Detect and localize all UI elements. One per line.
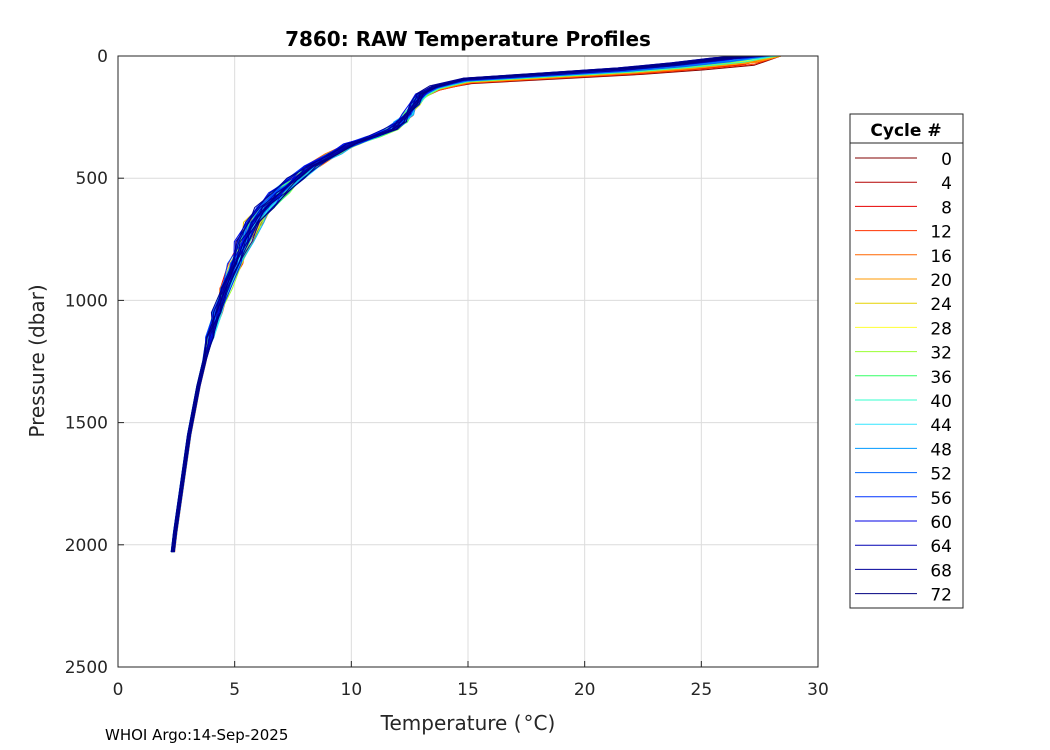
legend-title: Cycle #: [870, 121, 941, 141]
x-tick-label: 0: [113, 680, 124, 700]
y-tick-label: 500: [76, 169, 108, 189]
y-tick-label: 0: [97, 47, 108, 67]
x-axis-label: Temperature (°C): [380, 711, 556, 735]
legend-label: 28: [930, 319, 952, 339]
x-tick-label: 30: [807, 680, 829, 700]
y-tick-label: 2000: [65, 536, 108, 556]
legend-label: 44: [930, 416, 952, 436]
credit-text: WHOI Argo:14-Sep-2025: [105, 726, 288, 744]
legend-label: 56: [930, 489, 952, 509]
x-axis-label-unit: °C): [524, 711, 556, 735]
legend-box: [849, 113, 964, 609]
legend-label: 8: [941, 198, 952, 218]
x-tick-label: 25: [691, 680, 713, 700]
x-tick-label: 20: [574, 680, 596, 700]
temperature-profiles: [170, 55, 781, 553]
legend-label: 4: [941, 174, 952, 194]
legend-label: 48: [930, 440, 952, 460]
x-tick-label: 15: [457, 680, 479, 700]
y-axis-label: Pressure (dbar): [25, 284, 49, 437]
chart-title: 7860: RAW Temperature Profiles: [285, 27, 651, 51]
legend-label: 36: [930, 368, 952, 388]
profile-line: [172, 55, 743, 553]
x-axis-ticks: 0 5 10 15 20 25 30: [113, 661, 829, 700]
legend-label: 32: [930, 344, 952, 364]
y-tick-label: 1000: [65, 291, 108, 311]
legend-label: 0: [941, 150, 952, 170]
legend-label: 64: [930, 537, 952, 557]
legend-label: 20: [930, 271, 952, 291]
legend-label: 40: [930, 392, 952, 412]
y-tick-label: 1500: [65, 414, 108, 434]
y-axis-ticks: 0 500 1000 1500 2000 2500: [65, 47, 124, 678]
legend: Cycle # 04812162024283236404448525660646…: [849, 113, 964, 609]
x-tick-label: 5: [229, 680, 240, 700]
legend-label: 24: [930, 295, 952, 315]
x-tick-label: 10: [341, 680, 363, 700]
legend-label: 60: [930, 513, 952, 533]
legend-label: 52: [930, 465, 952, 485]
legend-label: 12: [930, 223, 952, 243]
grid-lines: [118, 56, 818, 667]
y-tick-label: 2500: [65, 658, 108, 678]
x-axis-label-text: Temperature (: [380, 711, 522, 735]
legend-label: 72: [930, 586, 952, 606]
legend-label: 68: [930, 561, 952, 581]
legend-label: 16: [930, 247, 952, 267]
